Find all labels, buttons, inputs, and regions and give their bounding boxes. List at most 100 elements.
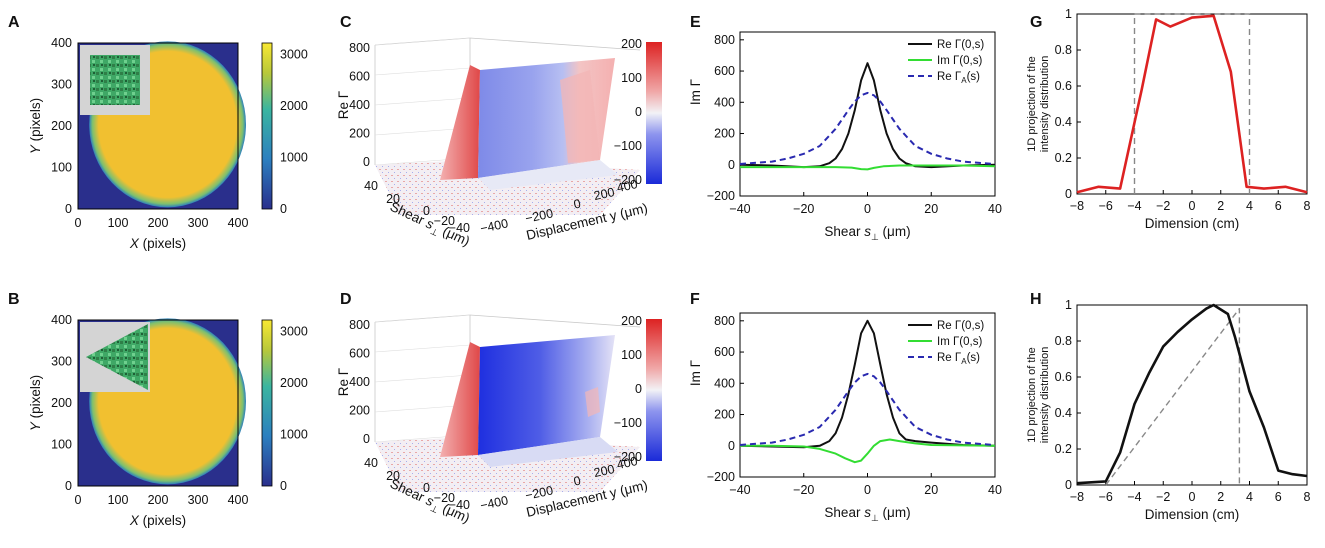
shear-tick-label: −20 <box>434 214 455 228</box>
z-tick-label: 400 <box>349 98 370 112</box>
colorbar-tick-label: 100 <box>621 71 642 85</box>
y-tick-label: 0.4 <box>1055 406 1072 420</box>
legend-label: Re Γ(0,s) <box>937 39 984 51</box>
y-axis-label-line2: intensity distribution <box>1039 56 1051 153</box>
y-axis-label: Y (pixels) <box>28 375 43 431</box>
y-axis-label: Im Γ <box>688 78 703 105</box>
x-tick-label: 20 <box>924 483 938 497</box>
x-tick-label: 40 <box>988 483 1002 497</box>
y-axis-label: Im Γ <box>688 359 703 386</box>
x-tick-label: 0 <box>75 216 82 230</box>
series-re-gamma <box>739 319 996 449</box>
x-tick-label: 4 <box>1246 199 1253 213</box>
x-tick-label: −8 <box>1070 199 1084 213</box>
x-tick-label: 6 <box>1275 490 1282 504</box>
panel-label-h: H <box>1030 291 1042 308</box>
axes-frame <box>1076 13 1308 195</box>
legend-label: Re Γ(0,s) <box>937 320 984 332</box>
x-axis-label: X (pixels) <box>129 513 186 528</box>
ridge-top-sheet <box>478 335 615 455</box>
z-tick-label: 600 <box>349 70 370 84</box>
square-object-icon <box>90 55 140 105</box>
y-axis-label-line1: 1D projection of the <box>1026 56 1038 151</box>
series-re-gamma-a <box>739 91 996 165</box>
displacement-tick-label: −200 <box>524 206 554 226</box>
x-tick-label: 2 <box>1217 199 1224 213</box>
positive-region <box>560 70 600 163</box>
shear-tick-label: 0 <box>423 481 430 495</box>
z-tick-label: 600 <box>349 347 370 361</box>
x-tick-label: −8 <box>1070 490 1084 504</box>
x-tick-label: 100 <box>108 216 129 230</box>
object-outline-series <box>1133 13 1251 194</box>
y-tick-label: 600 <box>714 345 735 359</box>
panel-label-c: C <box>340 14 352 31</box>
x-tick-label: 200 <box>148 216 169 230</box>
colorbar-tick-label: 0 <box>280 479 287 493</box>
y-tick-label: 400 <box>714 95 735 109</box>
ridge-front-face <box>478 437 618 467</box>
x-tick-label: 200 <box>148 493 169 507</box>
series-im-gamma <box>740 164 996 171</box>
y-tick-label: −200 <box>707 189 735 203</box>
y-tick-label: 0 <box>65 202 72 216</box>
x-tick-label: 2 <box>1217 490 1224 504</box>
axes-frame <box>739 312 996 478</box>
axes-frame <box>1076 304 1308 486</box>
legend-label: Re ΓA(s) <box>937 352 980 366</box>
x-tick-label: 0 <box>1189 199 1196 213</box>
projection-plot-g: −8 −6 −4 −2 0 2 4 6 8 1 0.8 0.6 0.4 0.2 0 1D projection… <box>1026 7 1311 231</box>
x-tick-label: −2 <box>1156 199 1170 213</box>
y-tick-label: 1 <box>1065 298 1072 312</box>
z-tick-label: 400 <box>349 375 370 389</box>
y-tick-label: 0.8 <box>1055 43 1072 57</box>
triangle-object-icon <box>86 324 148 390</box>
grid-line <box>374 314 471 323</box>
x-tick-label: 8 <box>1304 199 1311 213</box>
x-tick-label: −40 <box>729 483 750 497</box>
shear-tick-label: −40 <box>449 498 470 512</box>
x-tick-label: 0 <box>864 202 871 216</box>
x-axis-label: Shear s⊥ (μm) <box>824 505 910 523</box>
x-tick-label: −4 <box>1127 199 1141 213</box>
y-tick-label: 0 <box>1065 187 1072 201</box>
x-tick-label: 6 <box>1275 199 1282 213</box>
x-tick-label: 0 <box>864 483 871 497</box>
z-tick-label: 0 <box>363 432 370 446</box>
y-axis-label: Y (pixels) <box>28 98 43 154</box>
x-tick-label: 300 <box>188 216 209 230</box>
colorbar-tick-label: −100 <box>614 416 642 430</box>
y-tick-label: −200 <box>707 470 735 484</box>
y-tick-label: 100 <box>51 438 72 452</box>
shear-tick-label: −20 <box>434 491 455 505</box>
colorbar <box>261 42 273 210</box>
x-tick-label: 40 <box>988 202 1002 216</box>
x-tick-label: 0 <box>75 493 82 507</box>
ridge-front-face <box>478 160 618 190</box>
displacement-tick-label: 400 <box>616 454 639 472</box>
displacement-tick-label: 0 <box>572 474 582 489</box>
x-tick-label: 400 <box>228 493 249 507</box>
x-tick-label: 300 <box>188 493 209 507</box>
series-re-gamma-a <box>739 372 996 446</box>
panel-label-g: G <box>1030 14 1042 31</box>
y-tick-label: 200 <box>51 119 72 133</box>
displacement-tick-label: −400 <box>479 216 509 236</box>
x-tick-label: −40 <box>729 202 750 216</box>
z-axis-label: Re Γ <box>336 90 351 119</box>
x-tick-label: −6 <box>1099 199 1113 213</box>
y-tick-label: 1 <box>1065 7 1072 21</box>
grid-line <box>374 37 471 46</box>
object-outline-series <box>1105 307 1241 486</box>
panel-label-e: E <box>690 14 701 31</box>
ridge-red-face <box>440 342 480 457</box>
colorbar <box>261 319 273 487</box>
y-tick-label: 200 <box>51 396 72 410</box>
colorbar-tick-label: −200 <box>614 450 642 464</box>
y-tick-label: 0.6 <box>1055 79 1072 93</box>
positive-region <box>585 387 600 417</box>
